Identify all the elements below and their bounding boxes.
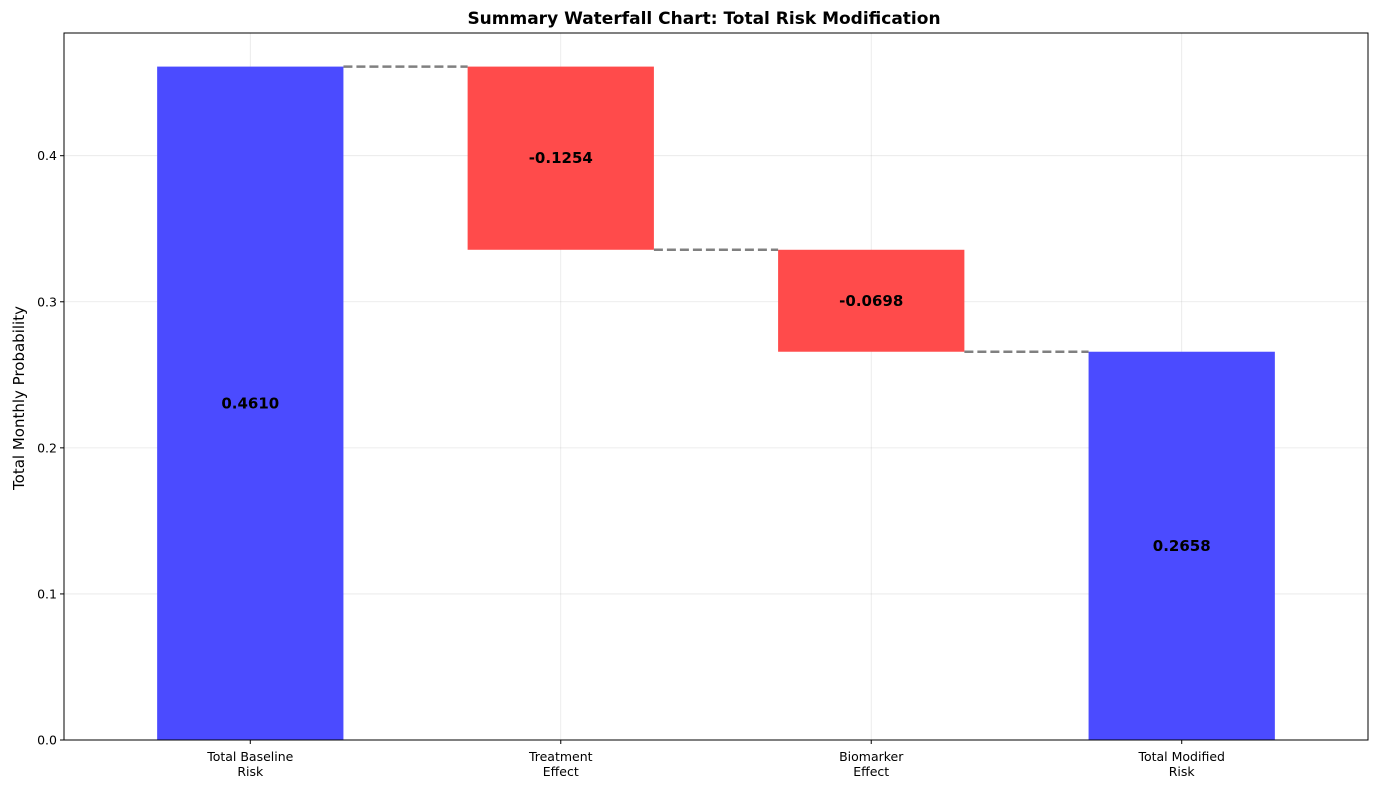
bar-value-label: -0.1254 [529, 149, 593, 167]
bar-total [1088, 351, 1275, 740]
bar-delta [778, 249, 965, 352]
chart-title: Summary Waterfall Chart: Total Risk Modi… [467, 9, 940, 29]
connector-layer [343, 65, 1089, 353]
plot-frame [63, 32, 1369, 741]
y-tick-label: 0.4 [37, 148, 57, 163]
bar-value-label: -0.0698 [839, 292, 903, 310]
bar-delta [467, 66, 654, 250]
x-tick-label: Total Modified Risk [1137, 749, 1225, 779]
x-tick-label: Total Baseline Risk [206, 749, 293, 779]
bar-layer [157, 66, 1275, 740]
bar-total [157, 66, 344, 740]
y-tick-label: 0.1 [37, 586, 57, 601]
x-tick-label-line: Effect [543, 764, 579, 779]
x-tick-label-line: Total Baseline [206, 749, 293, 764]
y-tick-label: 0.0 [37, 733, 57, 748]
x-tick-label-line: Effect [853, 764, 889, 779]
x-tick-label: Biomarker Effect [839, 749, 904, 779]
x-tick-label: Treatment Effect [528, 749, 593, 779]
bar-label-layer: 0.4610 -0.1254 -0.0698 0.2658 [221, 149, 1210, 555]
x-tick-label-line: Risk [237, 764, 264, 779]
x-tick-label-line: Total Modified [1137, 749, 1225, 764]
x-tick-label-line: Biomarker [839, 749, 904, 764]
y-tick-label: 0.3 [37, 294, 57, 309]
x-tick-label-line: Treatment [528, 749, 593, 764]
x-tick-label-line: Risk [1169, 764, 1196, 779]
bar-value-label: 0.4610 [221, 394, 279, 412]
y-axis-label: Total Monthly Probability [10, 306, 28, 491]
bar-value-label: 0.2658 [1153, 537, 1211, 555]
y-tick-label: 0.2 [37, 440, 57, 455]
